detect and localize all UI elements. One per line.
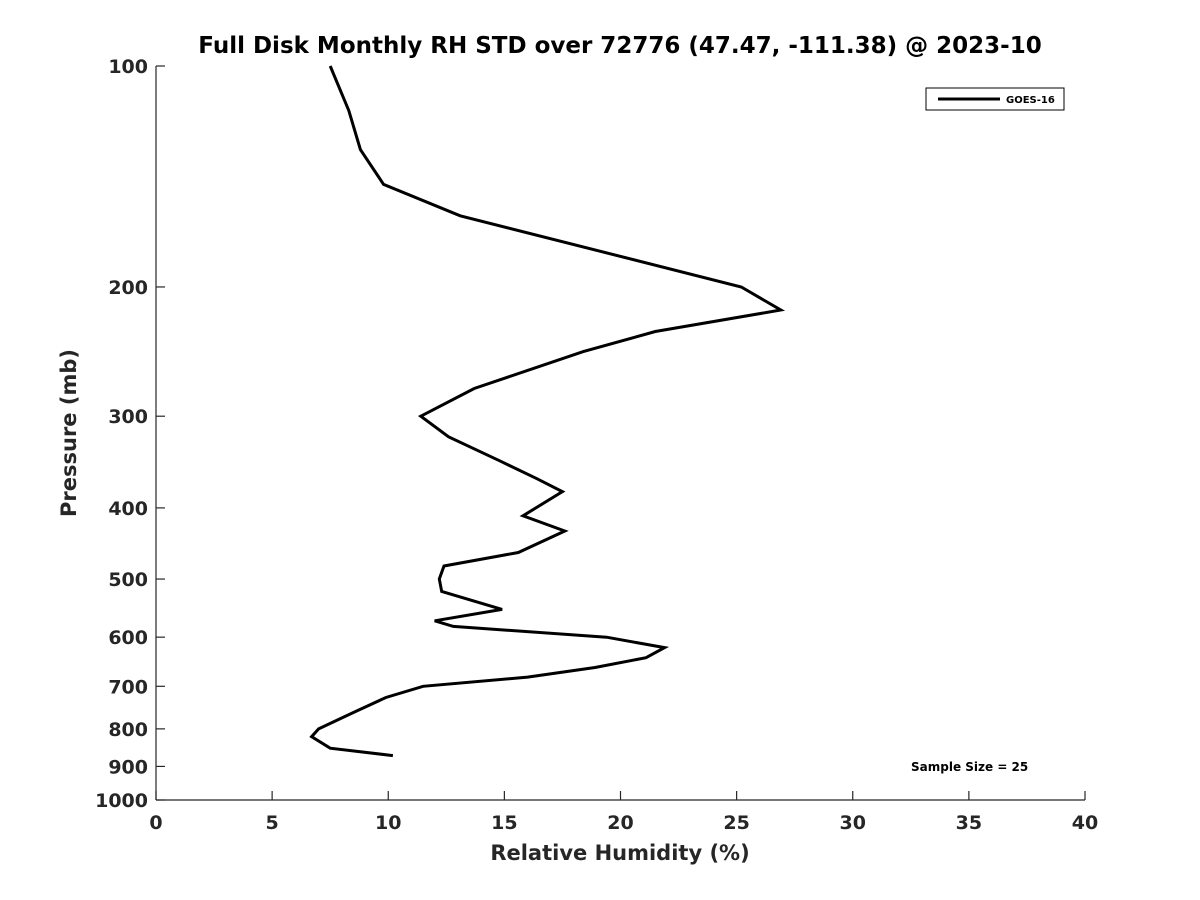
x-tick-label: 30 — [840, 812, 866, 834]
plot-area — [155, 66, 1085, 801]
y-tick-label: 200 — [108, 277, 148, 299]
series-line-goes-16 — [309, 65, 786, 758]
y-axis-label: Pressure (mb) — [57, 349, 81, 517]
y-tick-label: 500 — [108, 569, 148, 591]
y-tick-label: 400 — [108, 498, 148, 520]
y-tick-label: 600 — [108, 627, 148, 649]
x-tick-label: 20 — [607, 812, 633, 834]
chart-title: Full Disk Monthly RH STD over 72776 (47.… — [198, 33, 1042, 59]
x-tick-label: 15 — [491, 812, 517, 834]
legend: GOES-16 — [925, 87, 1065, 111]
x-axis-ticks: 0 5 10 15 20 25 30 35 40 — [149, 791, 1098, 834]
series-layer — [309, 65, 786, 758]
y-tick-label: 1000 — [95, 790, 148, 812]
y-tick-label: 800 — [108, 719, 148, 741]
y-axis-ticks: 100 200 300 400 500 600 700 800 900 1000 — [95, 56, 165, 812]
legend-label-goes-16: GOES-16 — [1006, 95, 1055, 106]
y-tick-label: 700 — [108, 676, 148, 698]
y-tick-label: 900 — [108, 756, 148, 778]
x-axis-label: Relative Humidity (%) — [490, 841, 749, 865]
x-tick-label: 0 — [149, 812, 162, 834]
x-tick-label: 35 — [956, 812, 982, 834]
x-tick-label: 10 — [375, 812, 401, 834]
x-tick-label: 25 — [723, 812, 749, 834]
y-tick-label: 100 — [108, 56, 148, 78]
x-tick-label: 5 — [266, 812, 279, 834]
sample-size-annotation: Sample Size = 25 — [911, 760, 1028, 774]
x-tick-label: 40 — [1072, 812, 1098, 834]
y-tick-label: 300 — [108, 406, 148, 428]
